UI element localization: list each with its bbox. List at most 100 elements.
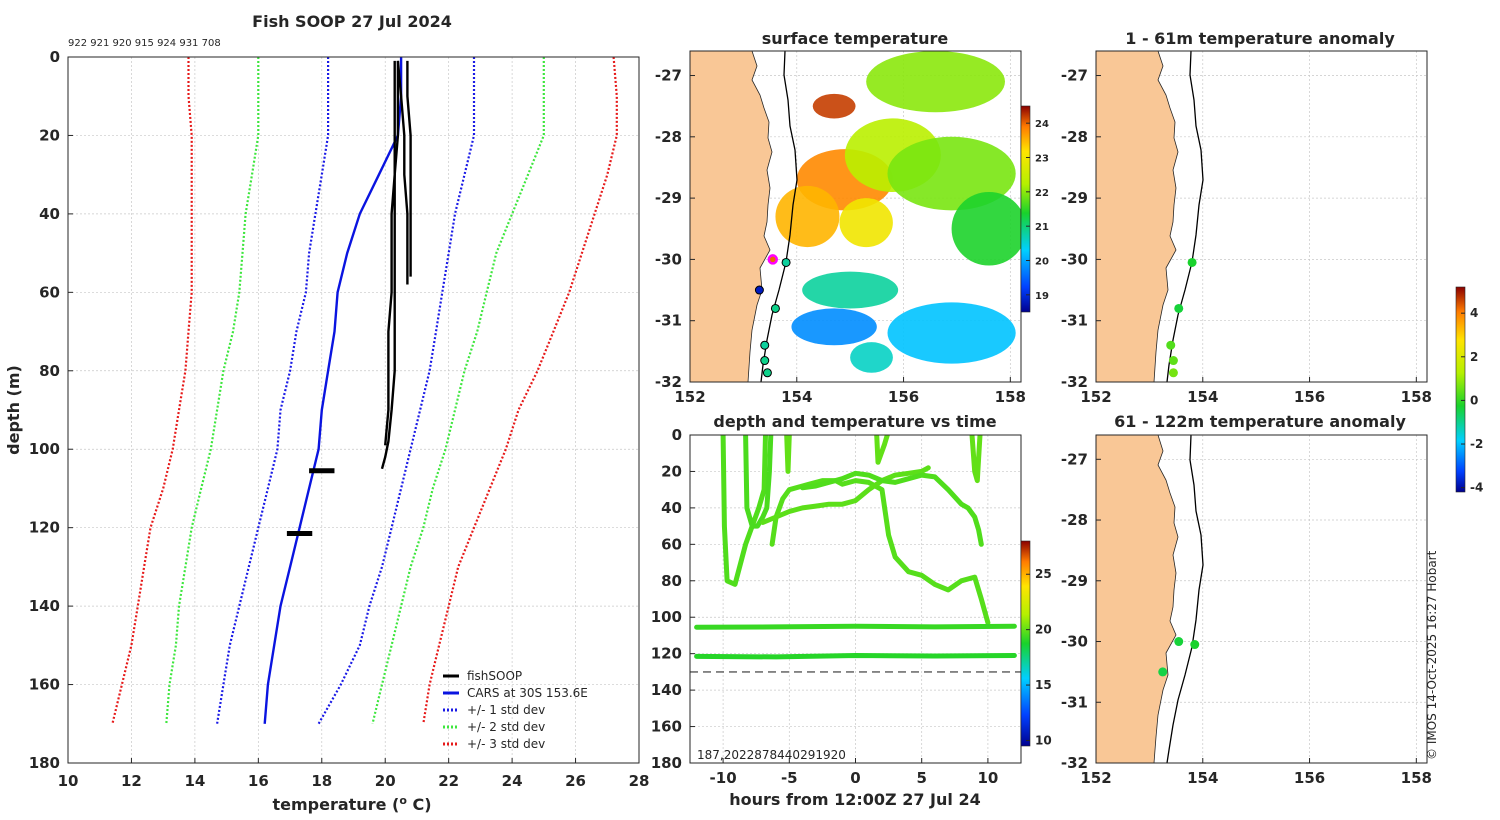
sst-cb-tick-label: 22 xyxy=(1035,188,1049,199)
sst-heatmap xyxy=(775,51,1021,373)
profile-xtick-label: 22 xyxy=(438,772,459,790)
sst-obs-point xyxy=(754,285,764,295)
anomaly-cb-tick-label: 2 xyxy=(1470,350,1478,364)
time-colorbar-ticks: 10 15 20 25 xyxy=(1026,567,1052,747)
anom1-ticks: 152 154 156 158 -27 -28 -29 -30 -31 -32 xyxy=(1061,67,1432,406)
time-track xyxy=(743,435,774,529)
sst-ticks: 152 154 156 158 -27 -28 -29 -30 -31 -32 xyxy=(655,67,1026,406)
sst-cb-tick-label: 21 xyxy=(1035,222,1049,233)
std3-right-line xyxy=(422,57,618,724)
time-ytick-label: 60 xyxy=(661,535,682,553)
time-track xyxy=(969,435,983,484)
time-track xyxy=(784,435,792,474)
fishsoop-cast-line xyxy=(396,60,409,285)
time-bottom-labels: 187,2022878440291920 xyxy=(697,748,846,762)
profile-xtick-label: 20 xyxy=(375,772,396,790)
sst-ytick-label: -30 xyxy=(655,250,682,268)
anom2-ytick-label: -27 xyxy=(1061,450,1088,468)
std1-right-line xyxy=(317,57,476,725)
anomaly-cb-tick-label: 0 xyxy=(1470,393,1478,407)
profile-ids: 922 921 920 915 924 931 708 xyxy=(68,38,221,49)
time-ytick-label: 180 xyxy=(651,754,682,772)
sst-xtick-label: 156 xyxy=(888,388,919,406)
time-title: depth and temperature vs time xyxy=(713,412,996,431)
profile-ytick-label: 60 xyxy=(39,283,60,301)
time-ytick-label: 0 xyxy=(672,426,682,444)
anom2-land xyxy=(1096,435,1179,763)
time-ytick-label: 40 xyxy=(661,499,682,517)
anomaly-colorbar-ticks: -4 -2 0 2 4 xyxy=(1461,306,1483,495)
anom1-xtick-label: 158 xyxy=(1401,388,1432,406)
anom1-ytick-label: -31 xyxy=(1061,312,1088,330)
anom2-ytick-label: -29 xyxy=(1061,572,1088,590)
anom1-point xyxy=(1166,340,1176,350)
anom1-points xyxy=(1166,257,1197,378)
anom1-ytick-label: -29 xyxy=(1061,189,1088,207)
time-xtick-label: -5 xyxy=(781,769,798,787)
time-ytick-label: 160 xyxy=(651,718,682,736)
profile-ytick-label: 120 xyxy=(29,519,60,537)
profile-xtick-label: 12 xyxy=(121,772,142,790)
fishsoop-cast-line xyxy=(406,60,412,277)
time-cb-tick-label: 20 xyxy=(1035,623,1052,637)
sst-shelf-contour xyxy=(760,51,798,382)
profile-xtick-label: 24 xyxy=(502,772,523,790)
time-track xyxy=(800,470,984,547)
profile-ytick-label: 180 xyxy=(29,754,60,772)
time-xtick-label: 10 xyxy=(977,769,998,787)
anom1-ytick-label: -28 xyxy=(1061,128,1088,146)
anomaly-cb-tick-label: -4 xyxy=(1470,481,1483,495)
anom2-ytick-label: -30 xyxy=(1061,633,1088,651)
time-xtick-label: 0 xyxy=(850,769,860,787)
anom2-point xyxy=(1158,667,1168,677)
profile-xtick-label: 14 xyxy=(184,772,205,790)
copyright-footer: © IMOS 14-Oct-2025 16:27 Hobart xyxy=(1425,550,1439,760)
sst-patch xyxy=(887,136,1016,211)
profile-xtick-label: 18 xyxy=(311,772,332,790)
profile-axes-box xyxy=(67,56,640,764)
sst-xtick-label: 154 xyxy=(781,388,812,406)
time-xtick-label: 5 xyxy=(916,769,926,787)
legend-std2: +/- 2 std dev xyxy=(467,720,545,734)
anom1-point xyxy=(1174,303,1184,313)
sst-ytick-label: -27 xyxy=(655,67,682,85)
anom1-title: 1 - 61m temperature anomaly xyxy=(1125,29,1395,48)
profile-ylabel: depth (m) xyxy=(4,365,23,455)
sst-obs-points xyxy=(754,254,791,378)
profile-ytick-label: 160 xyxy=(29,676,60,694)
sst-ytick-label: -29 xyxy=(655,189,682,207)
time-ytick-label: 100 xyxy=(651,608,682,626)
sst-colorbar xyxy=(1020,105,1031,313)
sst-obs-point xyxy=(760,340,770,350)
sst-ytick-label: -31 xyxy=(655,312,682,330)
anom2-ytick-label: -31 xyxy=(1061,693,1088,711)
time-cb-tick-label: 15 xyxy=(1035,678,1052,692)
sst-patch xyxy=(791,308,877,346)
time-ytick-label: 80 xyxy=(661,572,682,590)
anom2-xtick-label: 152 xyxy=(1080,769,1111,787)
profile-axes-bg xyxy=(68,57,639,763)
sst-obs-point xyxy=(770,303,780,313)
time-track xyxy=(874,435,890,465)
profile-xtick-label: 26 xyxy=(565,772,586,790)
sst-patch xyxy=(812,93,856,119)
anom1-point xyxy=(1168,368,1178,378)
anom1-axes-box xyxy=(1095,50,1428,383)
sst-cb-tick-label: 20 xyxy=(1035,257,1049,268)
time-colorbar xyxy=(1020,540,1031,747)
time-track xyxy=(694,653,1017,660)
profile-title: Fish SOOP 27 Jul 2024 xyxy=(252,12,452,31)
anom2-points xyxy=(1158,637,1200,677)
anom2-title: 61 - 122m temperature anomaly xyxy=(1114,412,1406,431)
sst-patch xyxy=(850,342,893,373)
anom2-ticks: 152 154 156 158 -27 -28 -29 -30 -31 -32 xyxy=(1061,450,1432,787)
anom1-land xyxy=(1096,51,1179,382)
fishsoop-cast-line xyxy=(380,60,400,470)
sst-xtick-label: 152 xyxy=(674,388,705,406)
time-ytick-label: 20 xyxy=(661,462,682,480)
sst-patch xyxy=(775,185,840,248)
anom2-axes-box xyxy=(1095,434,1428,764)
profile-ytick-label: 20 xyxy=(39,126,60,144)
